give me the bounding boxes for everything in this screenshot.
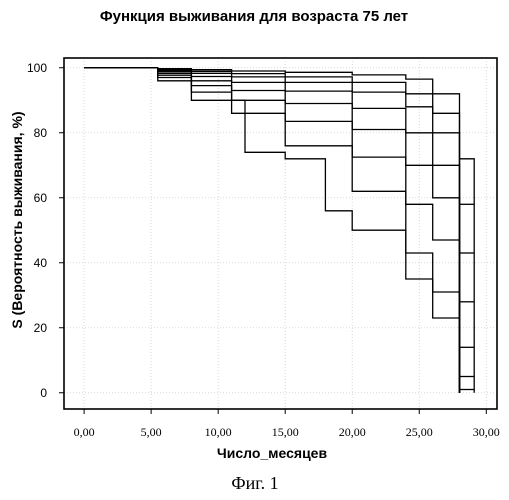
x-tick-label-4: 20,00 — [339, 425, 366, 439]
gridlines — [64, 58, 497, 409]
x-tick-label-5: 25,00 — [406, 425, 433, 439]
x-tick-label-0: 0,00 — [74, 425, 95, 439]
survival-curve-8 — [84, 68, 459, 393]
x-tick-label-1: 5,00 — [141, 425, 162, 439]
x-axis-ticks: 0,00 5,00 10,00 15,00 20,00 25,00 30,00 — [74, 409, 500, 439]
y-tick-label-0: 0 — [40, 386, 47, 400]
survival-curves — [84, 68, 474, 393]
x-tick-label-3: 15,00 — [272, 425, 299, 439]
chart-title: Функция выживания для возраста 75 лет — [100, 8, 408, 25]
y-tick-label-3: 60 — [34, 191, 48, 205]
plot-frame — [64, 58, 497, 409]
y-axis-label: S (Вероятность выживания, %) — [9, 111, 25, 328]
x-tick-label-6: 30,00 — [473, 425, 500, 439]
y-tick-label-5: 100 — [27, 61, 47, 75]
x-tick-label-2: 10,00 — [205, 425, 232, 439]
y-axis-ticks: 0 20 40 60 80 100 — [27, 61, 64, 400]
y-tick-label-1: 20 — [34, 321, 48, 335]
x-axis-label: Число_месяцев — [217, 445, 328, 461]
y-tick-label-2: 40 — [34, 256, 48, 270]
figure-caption: Фиг. 1 — [231, 473, 278, 493]
curve-tail-1 — [460, 159, 475, 393]
y-tick-label-4: 80 — [34, 126, 48, 140]
